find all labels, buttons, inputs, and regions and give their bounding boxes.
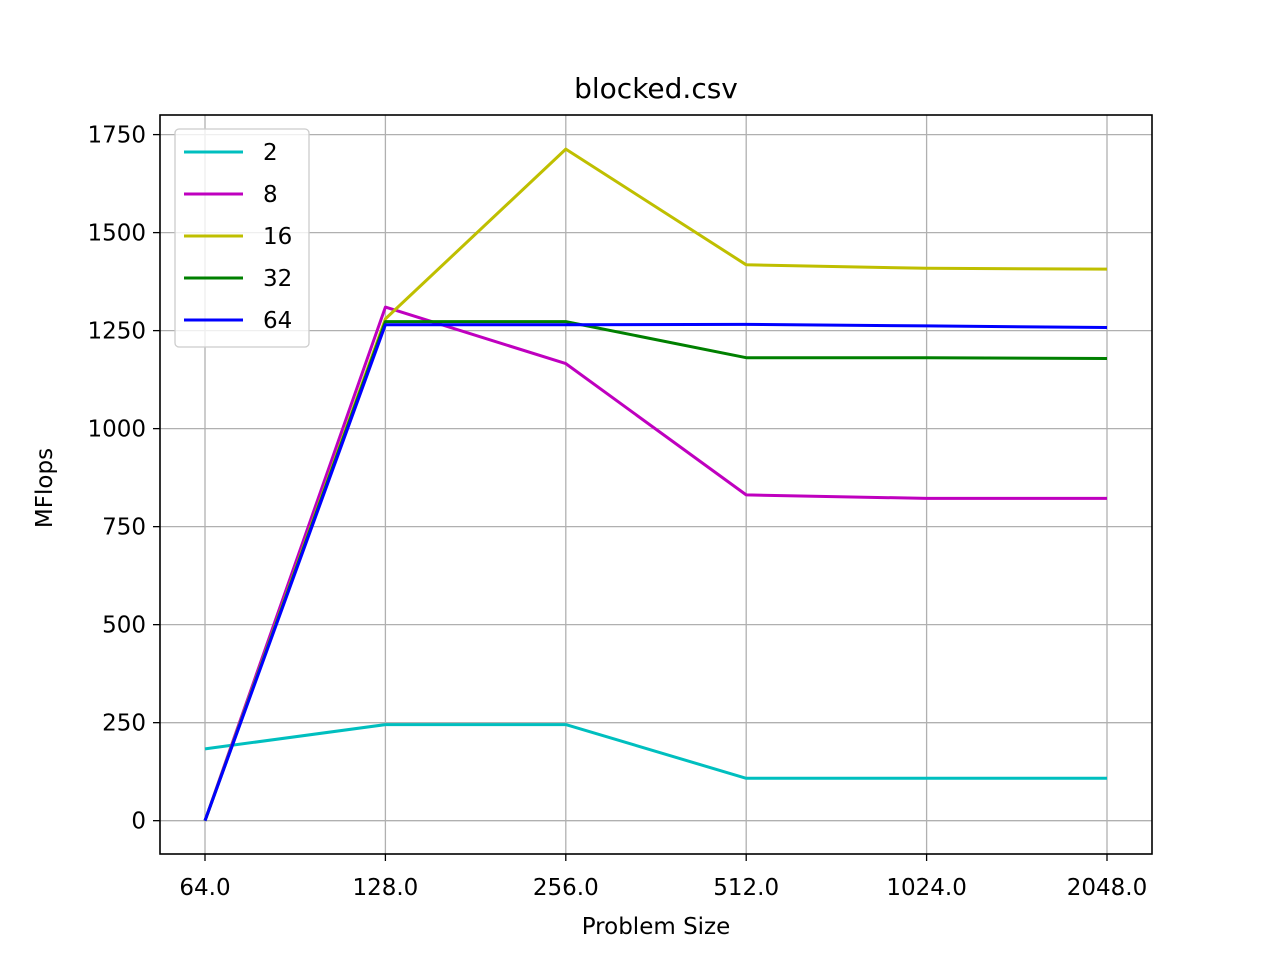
x-tick-label: 512.0 xyxy=(713,875,779,901)
x-axis-label: Problem Size xyxy=(582,914,731,940)
series-line-2 xyxy=(204,723,1107,780)
y-tick-label: 250 xyxy=(102,711,146,737)
legend-label: 2 xyxy=(263,140,278,166)
legend: 2 8 16 32 64 xyxy=(174,128,310,348)
x-tick-label: 64.0 xyxy=(179,875,230,901)
y-tick-label: 1250 xyxy=(87,319,146,345)
x-tick-label: 1024.0 xyxy=(886,875,966,901)
legend-box xyxy=(174,128,310,348)
chart-title: blocked.csv xyxy=(574,72,738,105)
y-tick-label: 1750 xyxy=(87,123,146,149)
y-axis: 0 250 500 750 1000 1250 1500 1750 xyxy=(87,123,160,835)
x-tick-label: 256.0 xyxy=(533,875,599,901)
series-lines xyxy=(203,147,1108,822)
legend-label: 32 xyxy=(263,266,292,292)
x-tick-label: 128.0 xyxy=(352,875,418,901)
y-tick-label: 1500 xyxy=(87,221,146,247)
legend-label: 64 xyxy=(263,308,292,334)
y-axis-label: MFlops xyxy=(32,448,58,528)
series-line-8 xyxy=(203,305,1107,822)
x-axis: 64.0 128.0 256.0 512.0 1024.0 2048.0 xyxy=(179,854,1147,901)
y-tick-label: 500 xyxy=(102,613,146,639)
y-tick-label: 0 xyxy=(131,809,146,835)
legend-label: 16 xyxy=(263,224,292,250)
y-tick-label: 750 xyxy=(102,515,146,541)
plot-frame xyxy=(159,114,1153,855)
series-line-64 xyxy=(203,322,1108,822)
x-tick-label: 2048.0 xyxy=(1067,875,1147,901)
legend-label: 8 xyxy=(263,182,278,208)
y-tick-label: 1000 xyxy=(87,417,146,443)
